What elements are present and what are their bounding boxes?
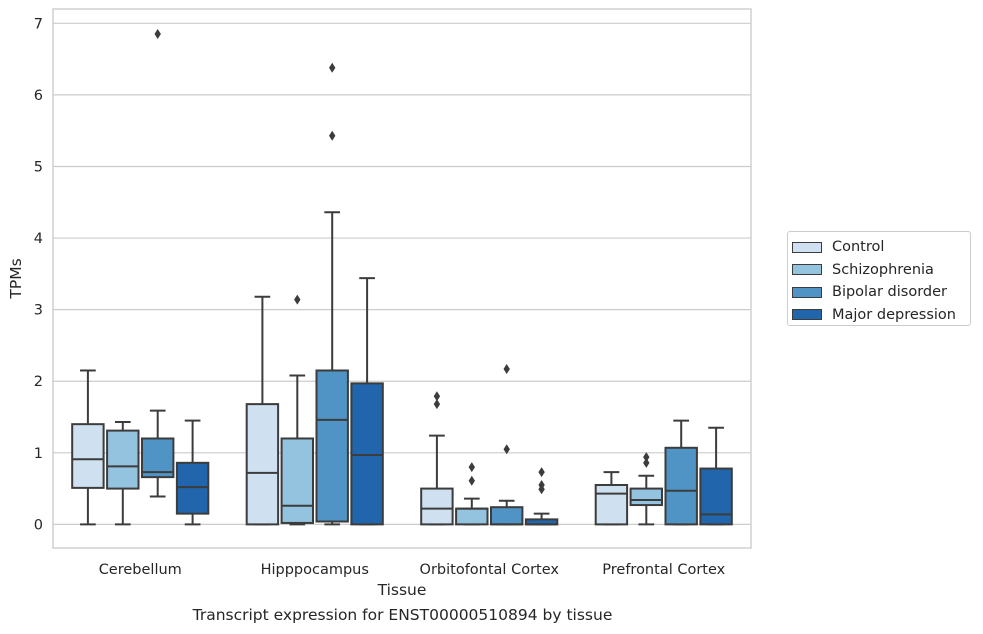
legend-item-bipolar-disorder: Bipolar disorder <box>792 281 970 304</box>
y-axis-label: TPMs <box>7 258 25 299</box>
box <box>280 437 315 524</box>
outlier-point <box>468 475 475 486</box>
legend-label: Schizophrenia <box>832 261 934 278</box>
box-group <box>489 364 524 526</box>
y-tick-label: 6 <box>34 88 43 104</box>
outlier-point <box>503 364 510 375</box>
legend-swatch <box>792 264 822 276</box>
box-group <box>106 421 140 526</box>
box <box>664 446 698 526</box>
box <box>594 484 629 526</box>
outlier-point <box>643 452 650 463</box>
legend-swatch <box>792 309 822 321</box>
box <box>315 369 349 523</box>
y-tick-label: 0 <box>34 517 43 533</box>
outlier-point <box>468 462 475 473</box>
legend-item-major-depression: Major depression <box>792 304 970 327</box>
x-tick-label: Hipppocampus <box>261 562 369 578</box>
box-group <box>699 426 733 526</box>
plot-frame <box>52 8 752 549</box>
box-group <box>71 369 105 526</box>
box-group <box>524 467 559 526</box>
box-group <box>245 295 280 526</box>
legend-item-schizophrenia: Schizophrenia <box>792 259 970 282</box>
legend-item-control: Control <box>792 236 970 259</box>
box-group <box>175 419 210 526</box>
box <box>245 403 280 526</box>
box-group <box>315 62 349 526</box>
legend-label: Control <box>832 239 885 256</box>
legend-label: Major depression <box>832 306 956 323</box>
x-axis-label: Tissue <box>377 581 427 599</box>
box <box>175 461 210 515</box>
outlier-point <box>154 29 161 40</box>
outlier-point <box>643 457 650 468</box>
outlier-point <box>503 444 510 455</box>
box-group <box>455 462 489 526</box>
box <box>699 467 733 526</box>
y-tick-label: 1 <box>34 446 43 462</box>
box-group <box>350 277 384 526</box>
legend-label: Bipolar disorder <box>832 284 947 301</box>
legend-swatch <box>792 286 822 298</box>
y-tick-label: 5 <box>34 159 43 175</box>
outlier-point <box>538 480 545 491</box>
y-tick-label: 7 <box>34 16 43 32</box>
x-tick-label: Prefrontal Cortex <box>602 562 725 578</box>
outlier-point <box>433 391 441 402</box>
box-group <box>629 452 664 526</box>
x-tick-label: Orbitofontal Cortex <box>420 562 560 578</box>
box-group <box>420 391 454 526</box>
box <box>489 506 524 526</box>
x-tick-label: Cerebellum <box>99 562 182 578</box>
y-tick-label: 2 <box>34 374 43 390</box>
legend-swatch <box>792 241 822 253</box>
box-group <box>664 419 698 526</box>
box-group <box>280 294 315 526</box>
y-tick-label: 4 <box>34 231 43 247</box>
box <box>71 423 105 489</box>
box <box>106 429 140 490</box>
outlier-point <box>538 467 545 478</box>
box <box>350 382 384 526</box>
outlier-point <box>329 62 336 73</box>
box-group <box>594 471 629 526</box>
figure-caption: Transcript expression for ENST0000051089… <box>192 606 613 624</box>
box <box>140 437 175 479</box>
box-group <box>140 29 175 498</box>
outlier-point <box>329 130 336 141</box>
legend: Control Schizophrenia Bipolar disorder M… <box>787 231 971 326</box>
box <box>420 487 454 526</box>
box <box>455 507 489 526</box>
box <box>629 487 664 507</box>
outlier-point <box>433 399 441 410</box>
outlier-point <box>294 294 301 305</box>
y-tick-label: 3 <box>34 303 43 319</box>
